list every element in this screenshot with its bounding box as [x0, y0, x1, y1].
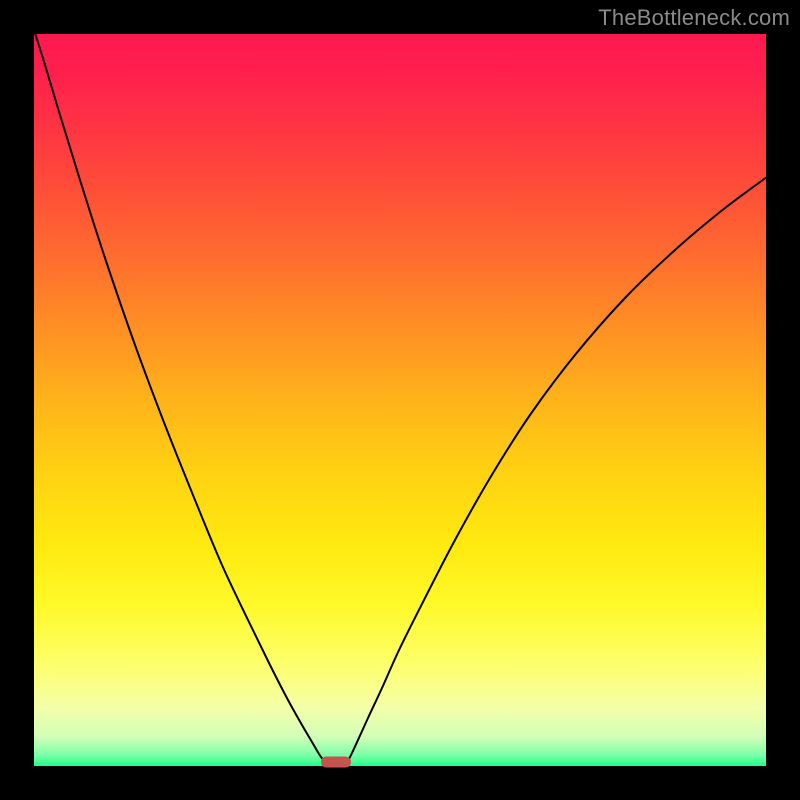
- bottleneck-chart: [0, 0, 800, 800]
- optimal-marker: [321, 757, 351, 768]
- watermark-text: TheBottleneck.com: [598, 5, 790, 31]
- plot-background: [34, 34, 766, 766]
